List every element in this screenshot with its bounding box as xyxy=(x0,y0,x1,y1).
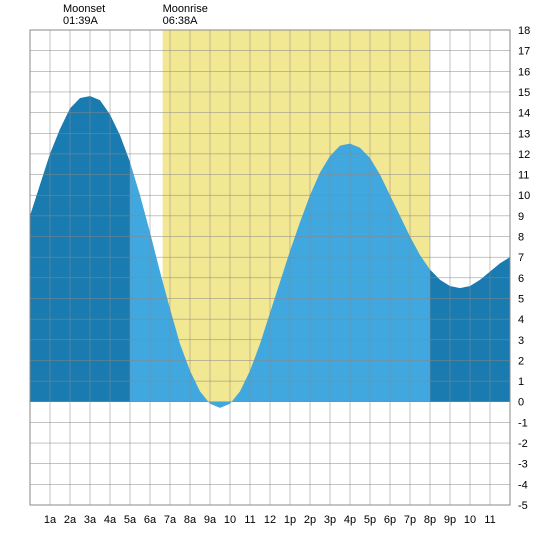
x-tick-label: 9p xyxy=(444,514,456,526)
y-tick-label: 8 xyxy=(518,232,524,244)
y-tick-label: 4 xyxy=(518,314,524,326)
x-tick-label: 9a xyxy=(204,514,217,526)
y-tick-label: 2 xyxy=(518,355,524,367)
x-tick-label: 4a xyxy=(104,514,117,526)
x-tick-label: 4p xyxy=(344,514,356,526)
x-tick-label: 12 xyxy=(264,514,276,526)
tide-chart: 1817161514131211109876543210-1-2-3-4-51a… xyxy=(0,0,550,550)
y-tick-label: 14 xyxy=(518,108,530,120)
x-tick-label: 8a xyxy=(184,514,197,526)
y-tick-label: 17 xyxy=(518,46,530,58)
x-tick-label: 1a xyxy=(44,514,57,526)
y-tick-label: 15 xyxy=(518,87,530,99)
x-tick-label: 10 xyxy=(224,514,236,526)
y-tick-label: 12 xyxy=(518,149,530,161)
x-tick-label: 10 xyxy=(464,514,476,526)
x-tick-label: 11 xyxy=(484,514,495,526)
x-tick-label: 11 xyxy=(244,514,255,526)
y-tick-label: 18 xyxy=(518,25,530,37)
chart-svg: 1817161514131211109876543210-1-2-3-4-51a… xyxy=(0,0,550,550)
x-tick-label: 7p xyxy=(404,514,416,526)
y-tick-label: 16 xyxy=(518,66,530,78)
y-tick-label: 10 xyxy=(518,190,530,202)
y-tick-label: -4 xyxy=(518,479,528,491)
header-time: 06:38A xyxy=(163,15,199,27)
y-tick-label: -1 xyxy=(518,417,528,429)
x-tick-label: 2p xyxy=(304,514,316,526)
y-tick-label: 11 xyxy=(518,170,529,182)
y-tick-label: 7 xyxy=(518,252,524,264)
x-tick-label: 5a xyxy=(124,514,137,526)
y-tick-label: 9 xyxy=(518,211,524,223)
x-tick-label: 6p xyxy=(384,514,396,526)
y-tick-label: 0 xyxy=(518,397,524,409)
x-tick-label: 7a xyxy=(164,514,177,526)
y-tick-label: -2 xyxy=(518,438,528,450)
y-tick-label: 1 xyxy=(518,376,524,388)
y-tick-label: 5 xyxy=(518,293,524,305)
y-tick-label: 13 xyxy=(518,128,530,140)
x-tick-label: 1p xyxy=(284,514,296,526)
header-time: 01:39A xyxy=(63,15,99,27)
x-tick-label: 5p xyxy=(364,514,376,526)
x-tick-label: 2a xyxy=(64,514,77,526)
header-title: Moonrise xyxy=(163,3,208,15)
x-tick-label: 3a xyxy=(84,514,97,526)
y-tick-label: 3 xyxy=(518,335,524,347)
x-tick-label: 6a xyxy=(144,514,157,526)
y-tick-label: -3 xyxy=(518,459,528,471)
y-tick-label: 6 xyxy=(518,273,524,285)
x-tick-label: 8p xyxy=(424,514,436,526)
y-tick-label: -5 xyxy=(518,500,528,512)
header-title: Moonset xyxy=(63,3,105,15)
x-tick-label: 3p xyxy=(324,514,336,526)
